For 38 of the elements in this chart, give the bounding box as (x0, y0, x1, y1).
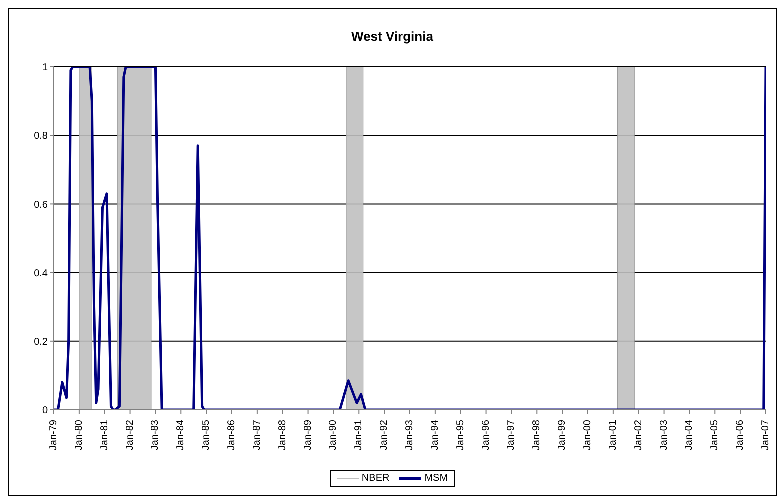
x-tick-label: Jan-82 (124, 420, 136, 451)
x-tick-label: Jan-03 (658, 420, 670, 451)
x-tick-label: Jan-79 (48, 420, 60, 451)
x-tick-label: Jan-01 (608, 420, 619, 451)
x-tick-label: Jan-00 (582, 420, 594, 451)
x-tick-label: Jan-85 (201, 420, 212, 451)
y-tick-label: 0 (42, 406, 48, 417)
y-tick-label: 0.8 (34, 131, 48, 142)
x-tick-label: Jan-99 (557, 420, 568, 451)
x-tick-label: Jan-87 (252, 420, 263, 451)
x-tick-label: Jan-90 (328, 420, 340, 451)
x-tick-label: Jan-88 (277, 420, 288, 451)
x-tick-label: Jan-89 (302, 420, 314, 451)
x-tick-label: Jan-81 (99, 420, 110, 451)
x-tick-label: Jan-95 (455, 420, 466, 451)
legend-label: MSM (424, 473, 448, 484)
y-tick-label: 0.4 (34, 268, 48, 280)
x-tick-label: Jan-92 (379, 420, 390, 451)
y-tick-label: 0.6 (34, 200, 48, 211)
chart-title: West Virginia (352, 29, 434, 44)
x-tick-label: Jan-83 (150, 420, 162, 451)
x-tick-label: Jan-98 (532, 420, 543, 451)
x-tick-label: Jan-84 (176, 420, 187, 451)
x-tick-label: Jan-93 (404, 420, 416, 451)
x-tick-label: Jan-07 (760, 420, 772, 451)
x-tick-label: Jan-91 (354, 420, 365, 451)
x-tick-label: Jan-97 (506, 420, 518, 451)
x-tick-label: Jan-80 (74, 420, 85, 451)
x-tick-label: Jan-96 (480, 420, 492, 451)
legend-label: NBER (360, 473, 390, 484)
y-tick-label: 1 (42, 62, 48, 74)
x-tick-label: Jan-04 (684, 420, 696, 451)
x-tick-label: Jan-06 (735, 420, 746, 451)
y-tick-label: 0.2 (34, 336, 48, 348)
x-tick-label: Jan-02 (633, 420, 644, 451)
x-tick-label: Jan-94 (430, 420, 441, 451)
x-tick-label: Jan-86 (226, 420, 238, 451)
x-tick-label: Jan-05 (710, 420, 721, 451)
